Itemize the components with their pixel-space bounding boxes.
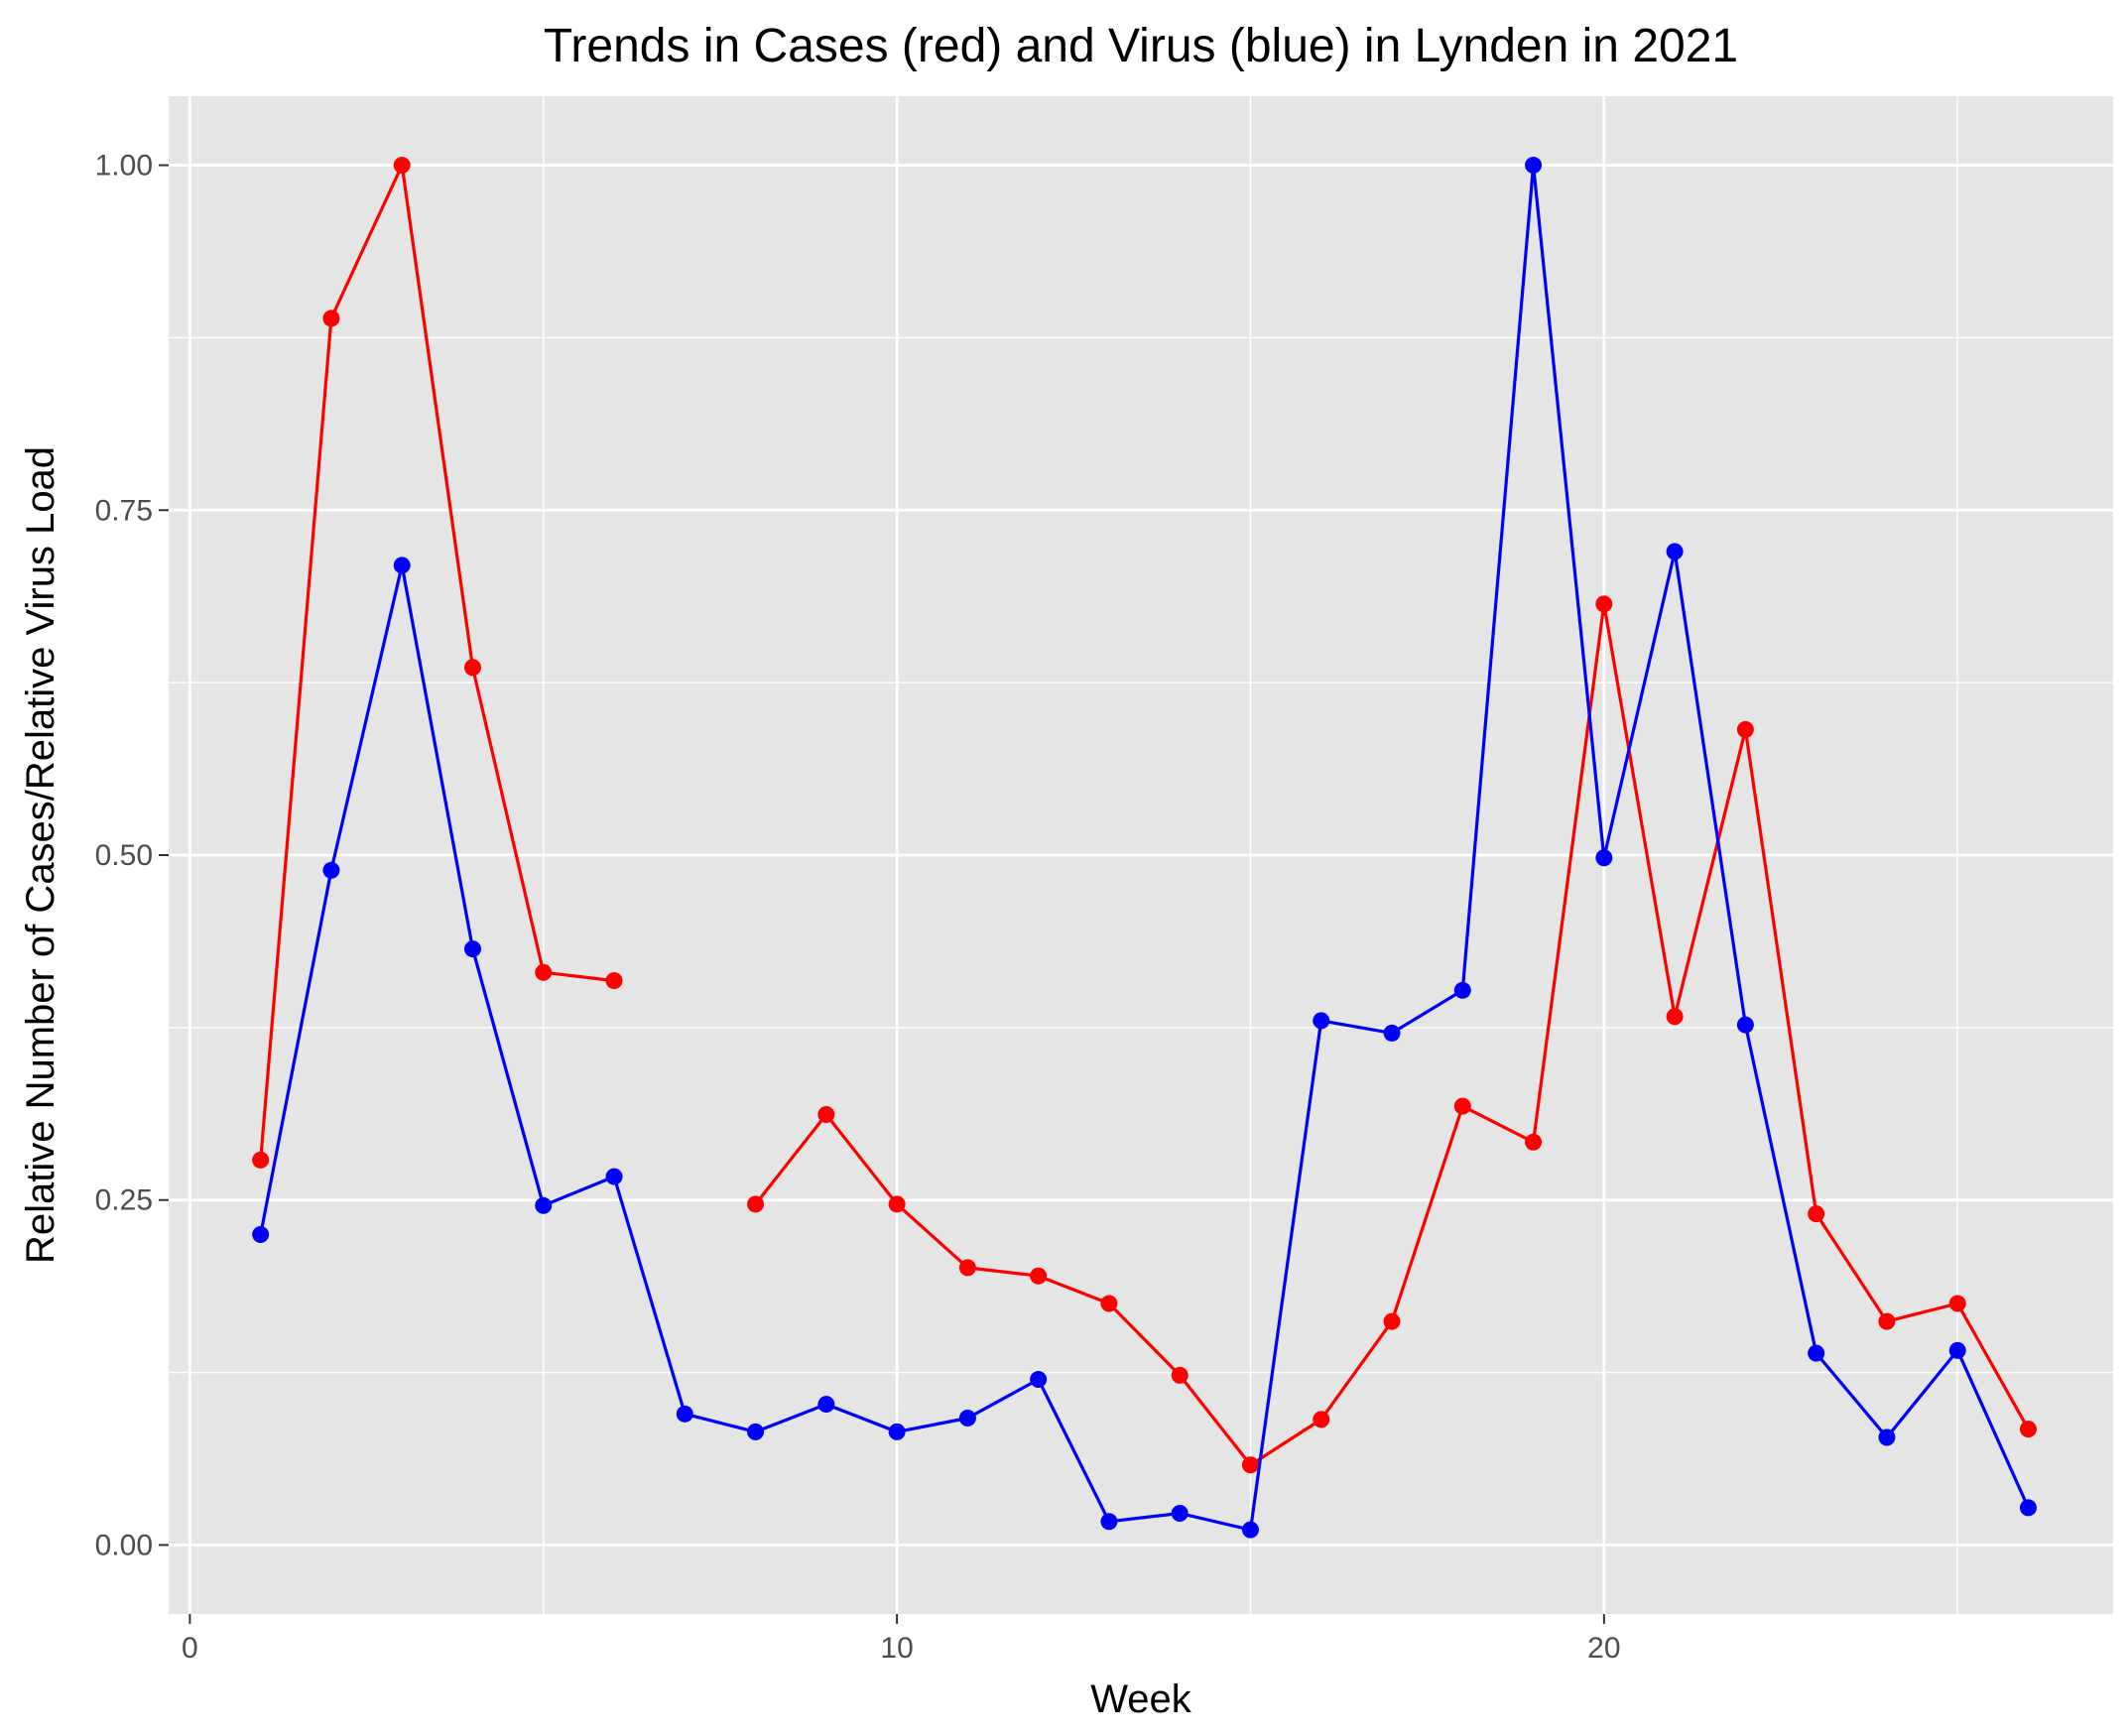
virus-series (252, 157, 2037, 1539)
virus-point (1171, 1504, 1189, 1522)
cases-point (393, 157, 411, 175)
cases-point (252, 1151, 270, 1169)
virus-point (1948, 1341, 1966, 1359)
cases-point (2019, 1421, 2037, 1438)
cases-point (1100, 1295, 1118, 1312)
virus-point (676, 1405, 693, 1423)
cases-point (1878, 1312, 1896, 1330)
virus-point (888, 1423, 906, 1440)
cases-point (605, 972, 623, 990)
x-tick-label: 0 (182, 1632, 198, 1665)
virus-point (252, 1226, 270, 1243)
virus-point (747, 1423, 765, 1440)
cases-point (1241, 1456, 1259, 1474)
y-tick-label: 0.00 (95, 1529, 153, 1561)
virus-point (1525, 157, 1543, 175)
cases-point (1453, 1097, 1471, 1115)
virus-line (259, 163, 2030, 1532)
cases-line (259, 163, 615, 1161)
x-tick-label: 10 (880, 1632, 913, 1665)
cases-point (1171, 1366, 1189, 1384)
cases-point (1313, 1411, 1330, 1428)
virus-point (817, 1396, 835, 1414)
cases-point (1808, 1205, 1825, 1223)
y-tick-label: 0.75 (95, 494, 153, 527)
virus-point (1595, 849, 1613, 867)
cases-point (1948, 1295, 1966, 1312)
y-tick-label: 0.25 (95, 1184, 153, 1217)
cases-point (1383, 1312, 1401, 1330)
virus-point (1030, 1371, 1048, 1389)
cases-point (1030, 1267, 1048, 1285)
virus-point (463, 940, 481, 958)
y-tick-label: 0.50 (95, 839, 153, 872)
virus-point (605, 1168, 623, 1185)
cases-point (747, 1195, 765, 1213)
virus-point (322, 861, 340, 879)
cases-point (1525, 1133, 1543, 1151)
virus-point (1453, 981, 1471, 999)
axes: 0 10 20 0.00 0.25 0.50 0.75 1.00 (95, 150, 1621, 1665)
virus-point (1666, 543, 1684, 560)
cases-point (1595, 595, 1613, 613)
virus-point (1100, 1513, 1118, 1531)
cases-point (888, 1195, 906, 1213)
cases-point (1666, 1008, 1684, 1026)
chart-title: Trends in Cases (red) and Virus (blue) i… (544, 20, 1738, 72)
series-layer (252, 157, 2037, 1539)
x-tick-label: 20 (1587, 1632, 1620, 1665)
virus-point (393, 557, 411, 574)
cases-point (535, 963, 553, 981)
x-axis-title: Week (1090, 1677, 1192, 1721)
cases-point (322, 310, 340, 327)
virus-point (1241, 1521, 1259, 1539)
virus-point (535, 1196, 553, 1214)
cases-series (252, 157, 2037, 1474)
cases-point (1736, 720, 1754, 738)
virus-point (958, 1409, 976, 1426)
cases-point (817, 1105, 835, 1123)
virus-point (2019, 1499, 2037, 1517)
virus-point (1808, 1344, 1825, 1362)
cases-point (463, 659, 481, 677)
y-axis-title: Relative Number of Cases/Relative Virus … (19, 446, 63, 1264)
cases-point (958, 1259, 976, 1277)
virus-point (1878, 1428, 1896, 1446)
y-tick-label: 1.00 (95, 150, 153, 183)
virus-point (1383, 1024, 1401, 1042)
virus-point (1736, 1016, 1754, 1034)
virus-point (1313, 1012, 1330, 1030)
